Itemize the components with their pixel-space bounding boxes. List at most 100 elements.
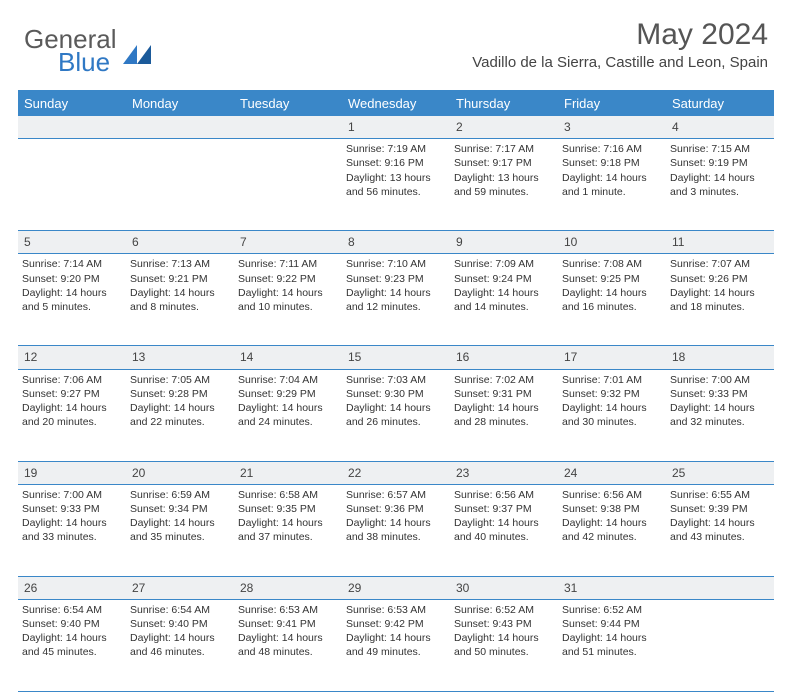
sunset-line: Sunset: 9:31 PM (454, 387, 554, 401)
sunset-line: Sunset: 9:40 PM (22, 617, 122, 631)
day-cell: Sunrise: 7:09 AMSunset: 9:24 PMDaylight:… (450, 254, 558, 346)
day-cell: Sunrise: 7:15 AMSunset: 9:19 PMDaylight:… (666, 139, 774, 231)
sunset-line: Sunset: 9:35 PM (238, 502, 338, 516)
month-title: May 2024 (472, 18, 768, 52)
day-number-cell: 21 (234, 461, 342, 484)
sunset-line: Sunset: 9:23 PM (346, 272, 446, 286)
day-header: Saturday (666, 91, 774, 116)
sunset-line: Sunset: 9:36 PM (346, 502, 446, 516)
sunset-line: Sunset: 9:41 PM (238, 617, 338, 631)
day-number-row: 19202122232425 (18, 461, 774, 484)
day-number-cell: 18 (666, 346, 774, 369)
sunset-line: Sunset: 9:30 PM (346, 387, 446, 401)
day-cell: Sunrise: 6:54 AMSunset: 9:40 PMDaylight:… (126, 599, 234, 691)
sunset-line: Sunset: 9:29 PM (238, 387, 338, 401)
day-number-cell: 28 (234, 576, 342, 599)
logo: General Blue (24, 24, 151, 78)
sunrise-line: Sunrise: 7:00 AM (670, 373, 770, 387)
day-cell: Sunrise: 6:53 AMSunset: 9:42 PMDaylight:… (342, 599, 450, 691)
daylight-line: Daylight: 14 hours and 26 minutes. (346, 401, 446, 429)
daylight-line: Daylight: 14 hours and 48 minutes. (238, 631, 338, 659)
sunset-line: Sunset: 9:33 PM (22, 502, 122, 516)
sunrise-line: Sunrise: 7:09 AM (454, 257, 554, 271)
day-header: Monday (126, 91, 234, 116)
daylight-line: Daylight: 14 hours and 43 minutes. (670, 516, 770, 544)
sunrise-line: Sunrise: 6:53 AM (346, 603, 446, 617)
sunset-line: Sunset: 9:20 PM (22, 272, 122, 286)
day-header: Thursday (450, 91, 558, 116)
sunset-line: Sunset: 9:17 PM (454, 156, 554, 170)
day-cell: Sunrise: 6:57 AMSunset: 9:36 PMDaylight:… (342, 484, 450, 576)
daylight-line: Daylight: 14 hours and 18 minutes. (670, 286, 770, 314)
day-number-cell: 15 (342, 346, 450, 369)
day-number-row: 1234 (18, 116, 774, 139)
day-cell: Sunrise: 7:13 AMSunset: 9:21 PMDaylight:… (126, 254, 234, 346)
sunrise-line: Sunrise: 7:14 AM (22, 257, 122, 271)
day-number-cell: 6 (126, 231, 234, 254)
sunrise-line: Sunrise: 6:57 AM (346, 488, 446, 502)
daylight-line: Daylight: 14 hours and 22 minutes. (130, 401, 230, 429)
day-cell: Sunrise: 6:56 AMSunset: 9:37 PMDaylight:… (450, 484, 558, 576)
daylight-line: Daylight: 14 hours and 37 minutes. (238, 516, 338, 544)
sunrise-line: Sunrise: 6:53 AM (238, 603, 338, 617)
day-number-cell: 19 (18, 461, 126, 484)
daylight-line: Daylight: 14 hours and 42 minutes. (562, 516, 662, 544)
day-cell (666, 599, 774, 691)
day-cell: Sunrise: 6:52 AMSunset: 9:43 PMDaylight:… (450, 599, 558, 691)
day-number-cell: 29 (342, 576, 450, 599)
day-number-cell: 23 (450, 461, 558, 484)
daylight-line: Daylight: 14 hours and 16 minutes. (562, 286, 662, 314)
sunset-line: Sunset: 9:26 PM (670, 272, 770, 286)
day-number-cell (18, 116, 126, 139)
sunset-line: Sunset: 9:43 PM (454, 617, 554, 631)
calendar-table: SundayMondayTuesdayWednesdayThursdayFrid… (18, 90, 774, 692)
day-header: Wednesday (342, 91, 450, 116)
day-number-cell (234, 116, 342, 139)
sunset-line: Sunset: 9:19 PM (670, 156, 770, 170)
sunset-line: Sunset: 9:18 PM (562, 156, 662, 170)
day-number-cell: 1 (342, 116, 450, 139)
day-header: Sunday (18, 91, 126, 116)
sunrise-line: Sunrise: 6:55 AM (670, 488, 770, 502)
daylight-line: Daylight: 14 hours and 3 minutes. (670, 171, 770, 199)
day-cell: Sunrise: 7:05 AMSunset: 9:28 PMDaylight:… (126, 369, 234, 461)
daylight-line: Daylight: 14 hours and 5 minutes. (22, 286, 122, 314)
sunset-line: Sunset: 9:25 PM (562, 272, 662, 286)
week-row: Sunrise: 7:00 AMSunset: 9:33 PM Daylight:… (18, 484, 774, 576)
daylight-line: Daylight: 14 hours and 38 minutes. (346, 516, 446, 544)
sunset-line: Sunset: 9:16 PM (346, 156, 446, 170)
day-number-cell (666, 576, 774, 599)
day-cell: Sunrise: 7:00 AMSunset: 9:33 PMDaylight:… (666, 369, 774, 461)
day-number-cell: 26 (18, 576, 126, 599)
week-row: Sunrise: 6:54 AM Sunset: 9:40 PM Daylight:… (18, 599, 774, 691)
sunrise-line: Sunrise: 7:01 AM (562, 373, 662, 387)
day-number-cell: 30 (450, 576, 558, 599)
sunset-line: Sunset: 9:27 PM (22, 387, 122, 401)
daylight-line: Daylight: 14 hours and 24 minutes. (238, 401, 338, 429)
sunrise-line: Sunrise: 7:02 AM (454, 373, 554, 387)
sunrise-line: Sunrise: 6:58 AM (238, 488, 338, 502)
day-cell: Sunrise: 7:02 AMSunset: 9:31 PMDaylight:… (450, 369, 558, 461)
sunrise-line: Sunrise: 7:00 AM (22, 488, 122, 502)
sunrise-line: Sunrise: 6:52 AM (562, 603, 662, 617)
day-number-cell: 16 (450, 346, 558, 369)
daylight-line: Daylight: 14 hours and 40 minutes. (454, 516, 554, 544)
sunrise-line: Sunrise: 6:59 AM (130, 488, 230, 502)
day-number-cell: 12 (18, 346, 126, 369)
daylight-line: Daylight: 14 hours and 50 minutes. (454, 631, 554, 659)
daylight-line: Daylight: 14 hours and 30 minutes. (562, 401, 662, 429)
day-cell: Sunrise: 7:08 AMSunset: 9:25 PMDaylight:… (558, 254, 666, 346)
day-cell (234, 139, 342, 231)
daylight-line: Daylight: 13 hours and 56 minutes. (346, 171, 446, 199)
day-cell: Sunrise: 6:53 AMSunset: 9:41 PMDaylight:… (234, 599, 342, 691)
day-cell: Sunrise: 7:03 AMSunset: 9:30 PMDaylight:… (342, 369, 450, 461)
day-number-cell: 27 (126, 576, 234, 599)
day-number-cell: 5 (18, 231, 126, 254)
day-cell (18, 139, 126, 231)
sunset-line: Sunset: 9:39 PM (670, 502, 770, 516)
logo-triangle-icon (123, 42, 151, 64)
day-cell: Sunrise: 6:54 AMSunset: 9:40 PMDaylight:… (18, 599, 126, 691)
sunset-line: Sunset: 9:37 PM (454, 502, 554, 516)
sunrise-line: Sunrise: 6:54 AM (130, 603, 230, 617)
sunset-line: Sunset: 9:22 PM (238, 272, 338, 286)
